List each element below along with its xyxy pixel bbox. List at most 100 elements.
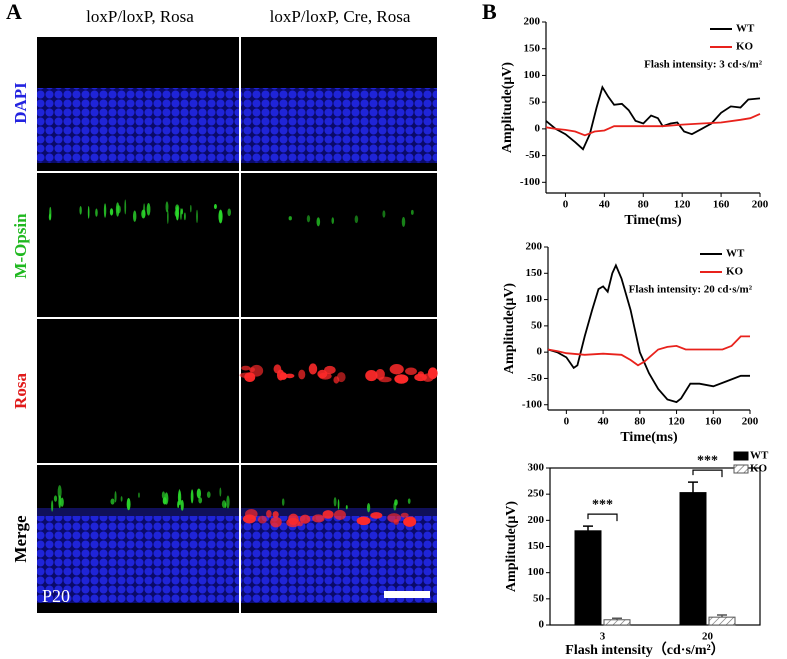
y-tick-label: 100: [524, 69, 541, 81]
cell-signal: [124, 199, 127, 215]
legend-label: WT: [750, 450, 769, 462]
row-label: Merge: [11, 515, 30, 563]
x-tick-label: 160: [705, 416, 722, 428]
cell-signal: [242, 514, 256, 524]
panel-label: A: [6, 0, 22, 24]
cell-signal: [285, 373, 295, 379]
cell-signal: [394, 374, 409, 384]
x-axis-title: Flash intensity（cd·s/m²）: [565, 642, 724, 658]
cell-signal: [406, 516, 416, 524]
cell-signal: [239, 372, 255, 379]
cell-signal: [115, 202, 120, 217]
series-line: [547, 335, 750, 367]
cell-signal: [400, 512, 409, 518]
cell-signal: [198, 497, 203, 504]
cell-signal: [345, 505, 348, 510]
annotation: Flash intensity: 3 cd·s/m²: [644, 59, 763, 71]
bar: [708, 616, 736, 626]
cell-signal: [196, 209, 198, 224]
error-bar: [688, 481, 698, 493]
cell-signal: [53, 495, 58, 502]
cell-signal: [382, 210, 386, 218]
y-tick-label: 0: [535, 122, 541, 134]
row-label: M-Opsin: [11, 213, 30, 279]
y-tick-label: -50: [525, 149, 540, 161]
cell-signal: [175, 204, 180, 212]
y-tick-label: 150: [528, 540, 545, 552]
column-header: loxP/loxP, Cre, Rosa: [270, 7, 411, 26]
nuclei: [37, 508, 437, 516]
series-line: [545, 113, 761, 137]
y-tick-label: 50: [529, 96, 541, 108]
cell-signal: [219, 487, 222, 497]
cell-signal: [126, 497, 131, 511]
row-label: DAPI: [11, 82, 30, 124]
cell-signal: [410, 209, 414, 215]
cell-signal: [164, 492, 169, 505]
cell-signal: [407, 498, 411, 504]
legend-swatch: [733, 451, 749, 461]
x-tick-label: 0: [563, 199, 569, 211]
cell-signal: [190, 489, 194, 504]
x-tick-label: 80: [634, 416, 646, 428]
cell-signal: [165, 201, 169, 213]
cell-signal: [181, 208, 183, 215]
cell-signal: [177, 490, 182, 505]
nuclei: [37, 88, 437, 163]
row-label: Rosa: [11, 373, 30, 409]
cell-signal: [316, 217, 321, 227]
cell-signal: [324, 365, 336, 375]
cell-signal: [167, 209, 169, 224]
cell-signal: [87, 205, 90, 219]
y-tick-label: 100: [528, 566, 545, 578]
cell-signal: [57, 485, 62, 499]
bar: [603, 619, 631, 626]
x-tick-label: 200: [752, 199, 769, 211]
cell-signal: [109, 208, 114, 216]
cell-signal: [356, 516, 371, 526]
y-tick-label: 150: [526, 267, 543, 279]
cell-signal: [354, 215, 359, 224]
cell-signal: [333, 509, 346, 521]
cell-signal: [276, 369, 285, 381]
cell-signal: [297, 521, 303, 527]
cell-signal: [257, 515, 267, 524]
age-label: P20: [42, 586, 70, 606]
cell-signal: [226, 495, 230, 509]
cell-signal: [141, 209, 146, 219]
error-bar: [717, 614, 727, 618]
cell-signal: [298, 369, 306, 380]
series-line: [545, 84, 761, 151]
cell-signal: [288, 216, 292, 221]
y-tick-label: 300: [528, 462, 545, 474]
cell-signal: [317, 369, 328, 379]
cell-signal: [79, 205, 82, 215]
y-tick-label: 200: [524, 16, 541, 28]
x-tick-label: 3: [600, 631, 606, 643]
cell-signal: [114, 491, 117, 503]
cell-signal: [49, 206, 52, 220]
cell-signal: [213, 204, 217, 210]
cell-signal: [241, 365, 251, 371]
legend-swatch: [733, 464, 749, 474]
significance-label: ***: [697, 453, 718, 468]
cell-signal: [308, 363, 318, 375]
y-tick-label: 250: [528, 488, 545, 500]
significance-bracket: [692, 469, 723, 478]
y-axis-title: Amplitude(μV): [504, 501, 519, 592]
cell-signal: [146, 203, 151, 216]
legend-label: WT: [736, 23, 755, 35]
cell-signal: [365, 370, 378, 382]
y-axis-title: Amplitude(μV): [500, 62, 515, 153]
x-tick-label: 0: [564, 416, 570, 428]
x-tick-label: 40: [598, 416, 610, 428]
cell-signal: [250, 364, 264, 377]
cell-signal: [95, 208, 98, 217]
cell-signal: [270, 516, 282, 528]
cell-signal: [366, 502, 371, 513]
annotation: Flash intensity: 20 cd·s/m²: [629, 284, 753, 296]
bar: [574, 530, 602, 626]
y-tick-label: 50: [533, 592, 545, 604]
